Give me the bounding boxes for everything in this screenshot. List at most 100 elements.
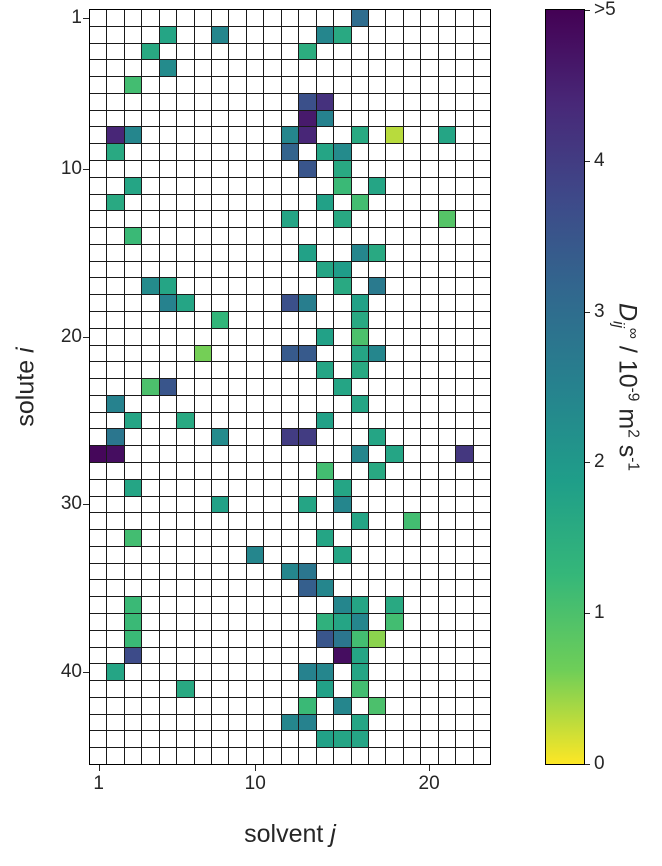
heatmap-cell [334, 26, 351, 43]
heatmap-cell [159, 244, 177, 261]
heatmap-cell [421, 278, 438, 295]
heatmap-cell [368, 479, 386, 496]
heatmap-cell [212, 647, 229, 664]
heatmap-cell [403, 160, 421, 177]
heatmap-cell [229, 597, 246, 613]
heatmap-cell [212, 379, 229, 395]
heatmap-cell [264, 697, 281, 714]
heatmap-cell [246, 211, 264, 228]
heatmap-cell [281, 530, 299, 546]
heatmap-cell [90, 328, 107, 345]
heatmap-cell [90, 446, 107, 462]
heatmap-cell [264, 479, 281, 496]
heatmap-cell [421, 429, 438, 446]
heatmap-cell [334, 429, 351, 446]
heatmap-cell [386, 345, 403, 362]
heatmap-cell [456, 613, 473, 630]
heatmap-cell [177, 278, 194, 295]
heatmap-cell [177, 446, 194, 462]
heatmap-cell [264, 630, 281, 647]
heatmap-cell [281, 328, 299, 345]
y-tick-mark [83, 169, 89, 171]
heatmap-cell [229, 412, 246, 429]
heatmap-cell [386, 395, 403, 412]
heatmap-cell [351, 597, 368, 613]
heatmap-cell [403, 513, 421, 530]
heatmap-cell [177, 546, 194, 563]
heatmap-cell [351, 93, 368, 110]
heatmap-cell [438, 613, 456, 630]
heatmap-cell [368, 379, 386, 395]
heatmap-cell [124, 563, 142, 580]
heatmap-cell [177, 613, 194, 630]
heatmap-cell [107, 244, 124, 261]
heatmap-cell [386, 60, 403, 77]
heatmap-cell [229, 278, 246, 295]
heatmap-cell [194, 462, 212, 479]
heatmap-cell [264, 546, 281, 563]
heatmap-cell [351, 748, 368, 764]
heatmap-cell [351, 228, 368, 244]
heatmap-cell [212, 211, 229, 228]
heatmap-cell [421, 664, 438, 681]
heatmap-cell [159, 379, 177, 395]
heatmap-cell [177, 647, 194, 664]
heatmap-cell [456, 295, 473, 311]
heatmap-cell [124, 228, 142, 244]
heatmap-cell [107, 597, 124, 613]
heatmap-cell [351, 664, 368, 681]
heatmap-cell [334, 194, 351, 211]
heatmap-plot [89, 9, 491, 765]
heatmap-cell [316, 681, 334, 697]
colorbar [545, 9, 585, 765]
heatmap-cell [316, 144, 334, 160]
heatmap-cell [124, 127, 142, 144]
heatmap-cell [456, 60, 473, 77]
heatmap-cell [334, 379, 351, 395]
heatmap-cell [159, 362, 177, 379]
heatmap-cell [281, 681, 299, 697]
heatmap-cell [90, 546, 107, 563]
heatmap-cell [299, 630, 316, 647]
heatmap-cell [438, 194, 456, 211]
heatmap-cell [212, 664, 229, 681]
heatmap-cell [299, 261, 316, 278]
heatmap-cell [281, 228, 299, 244]
y-tick-label: 30 [60, 493, 82, 515]
heatmap-cell [368, 530, 386, 546]
heatmap-cell [316, 60, 334, 77]
heatmap-cell [124, 379, 142, 395]
heatmap-cell [421, 580, 438, 597]
heatmap-cell [159, 681, 177, 697]
heatmap-cell [142, 261, 159, 278]
heatmap-cell [421, 731, 438, 748]
y-tick-label: 40 [60, 660, 82, 682]
heatmap-cell [90, 479, 107, 496]
heatmap-cell [142, 77, 159, 93]
heatmap-cell [456, 127, 473, 144]
colorbar-tick-mark [585, 764, 590, 765]
heatmap-cell [386, 26, 403, 43]
heatmap-cell [159, 10, 177, 26]
heatmap-cell [264, 731, 281, 748]
heatmap-cell [386, 429, 403, 446]
heatmap-cell [316, 546, 334, 563]
heatmap-cell [194, 546, 212, 563]
heatmap-cell [246, 731, 264, 748]
heatmap-cell [159, 580, 177, 597]
label-part: solvent [244, 820, 331, 848]
heatmap-cell [229, 26, 246, 43]
heatmap-cell [281, 10, 299, 26]
heatmap-cell [142, 110, 159, 127]
heatmap-cell [246, 379, 264, 395]
heatmap-cell [334, 580, 351, 597]
heatmap-cell [264, 144, 281, 160]
heatmap-cell [159, 563, 177, 580]
heatmap-cell [438, 345, 456, 362]
heatmap-cell [351, 647, 368, 664]
heatmap-cell [159, 127, 177, 144]
heatmap-cell [281, 597, 299, 613]
heatmap-cell [246, 194, 264, 211]
heatmap-cell [124, 580, 142, 597]
